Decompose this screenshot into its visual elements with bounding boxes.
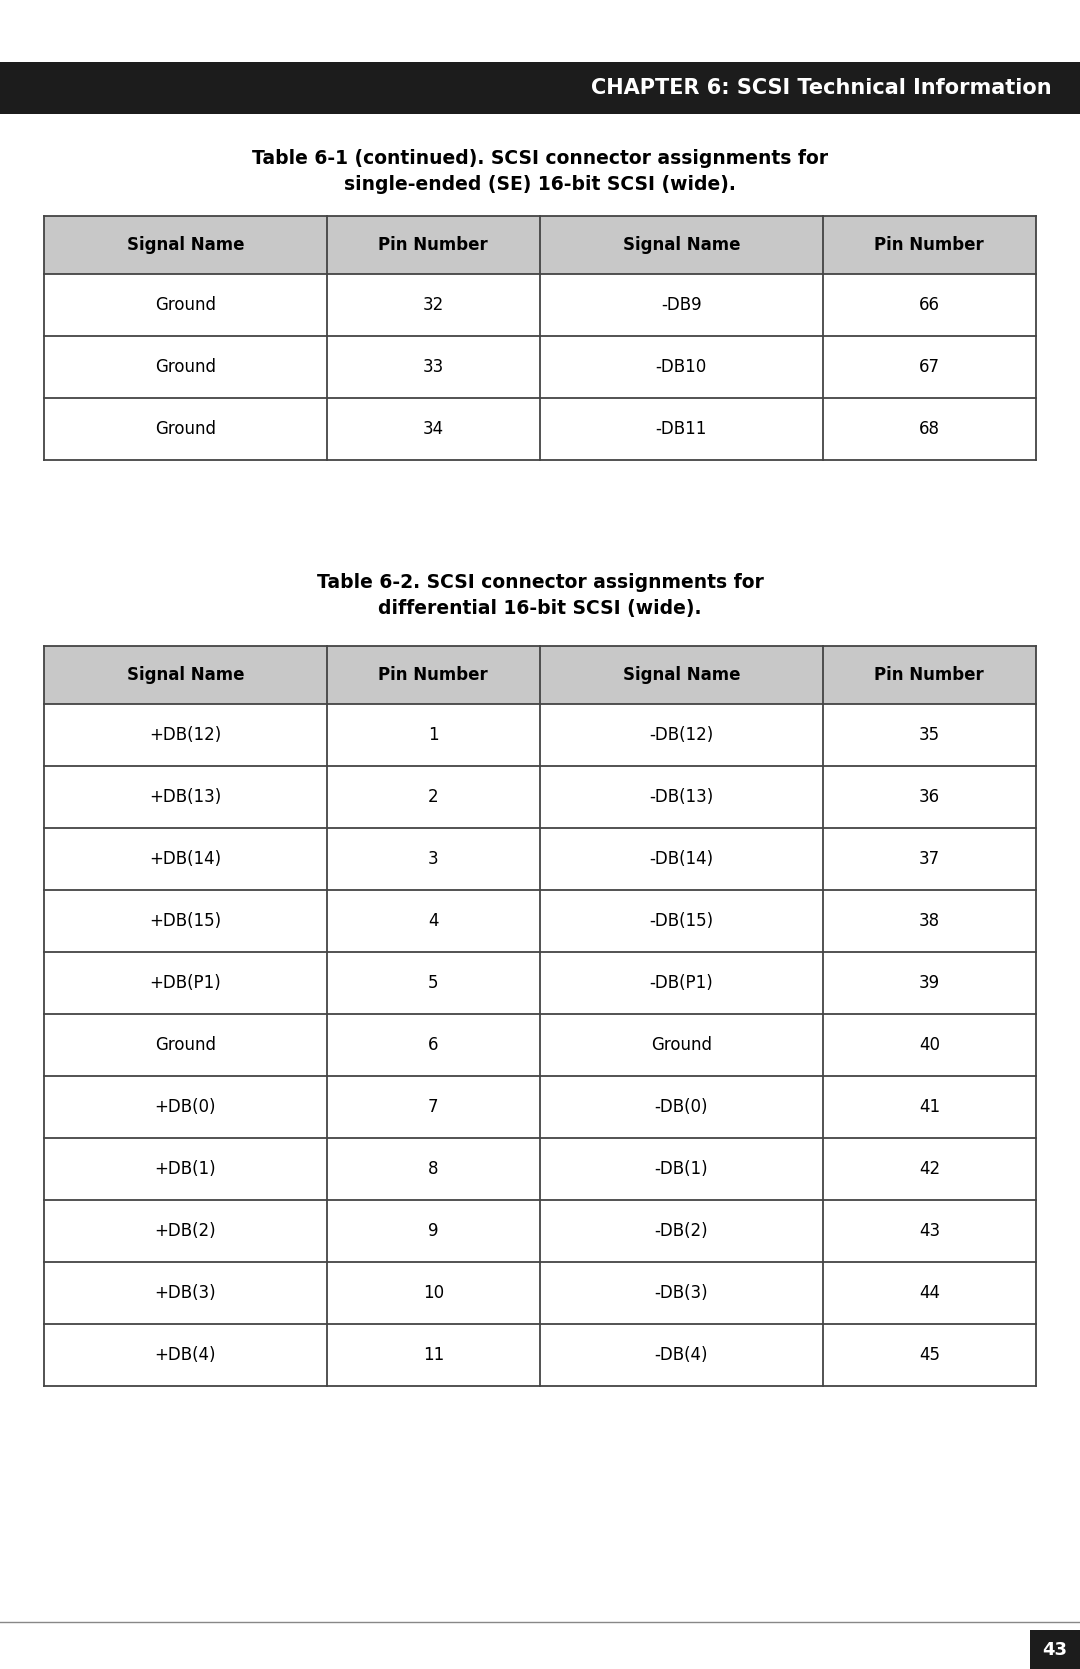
Text: -DB(15): -DB(15) [649,911,714,930]
Text: +DB(14): +DB(14) [149,850,221,868]
Text: 43: 43 [919,1222,940,1240]
Text: Pin Number: Pin Number [378,666,488,684]
Text: Pin Number: Pin Number [875,666,984,684]
Text: 67: 67 [919,357,940,376]
Text: -DB(12): -DB(12) [649,726,714,744]
Text: 7: 7 [428,1098,438,1117]
Text: +DB(4): +DB(4) [154,1345,216,1364]
Text: Ground: Ground [651,1036,712,1055]
Text: 41: 41 [919,1098,940,1117]
Text: 68: 68 [919,421,940,437]
Text: 45: 45 [919,1345,940,1364]
Text: 1: 1 [428,726,438,744]
Text: 4: 4 [428,911,438,930]
Text: +DB(2): +DB(2) [154,1222,216,1240]
Text: Ground: Ground [154,1036,216,1055]
Text: CHAPTER 6: SCSI Technical Information: CHAPTER 6: SCSI Technical Information [592,78,1052,98]
Text: -DB(1): -DB(1) [654,1160,708,1178]
Text: 38: 38 [919,911,940,930]
Text: Ground: Ground [154,295,216,314]
Text: Table 6-2. SCSI connector assignments for: Table 6-2. SCSI connector assignments fo… [316,572,764,591]
Text: Signal Name: Signal Name [622,235,740,254]
Text: 10: 10 [422,1283,444,1302]
Text: 33: 33 [422,357,444,376]
Text: Ground: Ground [154,421,216,437]
Text: 39: 39 [919,975,940,991]
Text: 9: 9 [428,1222,438,1240]
Text: +DB(1): +DB(1) [154,1160,216,1178]
Text: 43: 43 [1042,1641,1067,1659]
Text: -DB(3): -DB(3) [654,1283,708,1302]
Text: -DB10: -DB10 [656,357,707,376]
Text: +DB(15): +DB(15) [149,911,221,930]
Text: differential 16-bit SCSI (wide).: differential 16-bit SCSI (wide). [378,599,702,618]
Text: 8: 8 [428,1160,438,1178]
Text: Table 6-1 (continued). SCSI connector assignments for: Table 6-1 (continued). SCSI connector as… [252,149,828,167]
Text: Pin Number: Pin Number [875,235,984,254]
Text: 32: 32 [422,295,444,314]
Text: +DB(3): +DB(3) [154,1283,216,1302]
Text: Pin Number: Pin Number [378,235,488,254]
Text: -DB(P1): -DB(P1) [649,975,713,991]
Text: -DB(4): -DB(4) [654,1345,708,1364]
Text: 42: 42 [919,1160,940,1178]
Text: -DB9: -DB9 [661,295,702,314]
Text: 37: 37 [919,850,940,868]
Text: 2: 2 [428,788,438,806]
Text: 6: 6 [428,1036,438,1055]
Text: 44: 44 [919,1283,940,1302]
Bar [1030,1631,1080,1669]
Text: 34: 34 [422,421,444,437]
Text: 66: 66 [919,295,940,314]
Text: -DB(0): -DB(0) [654,1098,708,1117]
Text: -DB(14): -DB(14) [649,850,714,868]
Text: +DB(13): +DB(13) [149,788,221,806]
Text: Ground: Ground [154,357,216,376]
Text: +DB(12): +DB(12) [149,726,221,744]
Text: single-ended (SE) 16-bit SCSI (wide).: single-ended (SE) 16-bit SCSI (wide). [345,175,735,195]
Text: 3: 3 [428,850,438,868]
Text: 36: 36 [919,788,940,806]
Text: Signal Name: Signal Name [126,235,244,254]
Bar [44,215,1036,274]
Text: -DB(13): -DB(13) [649,788,714,806]
Bar [0,62,1080,113]
Text: Signal Name: Signal Name [126,666,244,684]
Text: 11: 11 [422,1345,444,1364]
Text: Signal Name: Signal Name [622,666,740,684]
Text: 40: 40 [919,1036,940,1055]
Text: 5: 5 [428,975,438,991]
Text: +DB(P1): +DB(P1) [149,975,221,991]
Text: -DB(2): -DB(2) [654,1222,708,1240]
Text: +DB(0): +DB(0) [154,1098,216,1117]
Bar [44,646,1036,704]
Text: 35: 35 [919,726,940,744]
Text: -DB11: -DB11 [656,421,707,437]
